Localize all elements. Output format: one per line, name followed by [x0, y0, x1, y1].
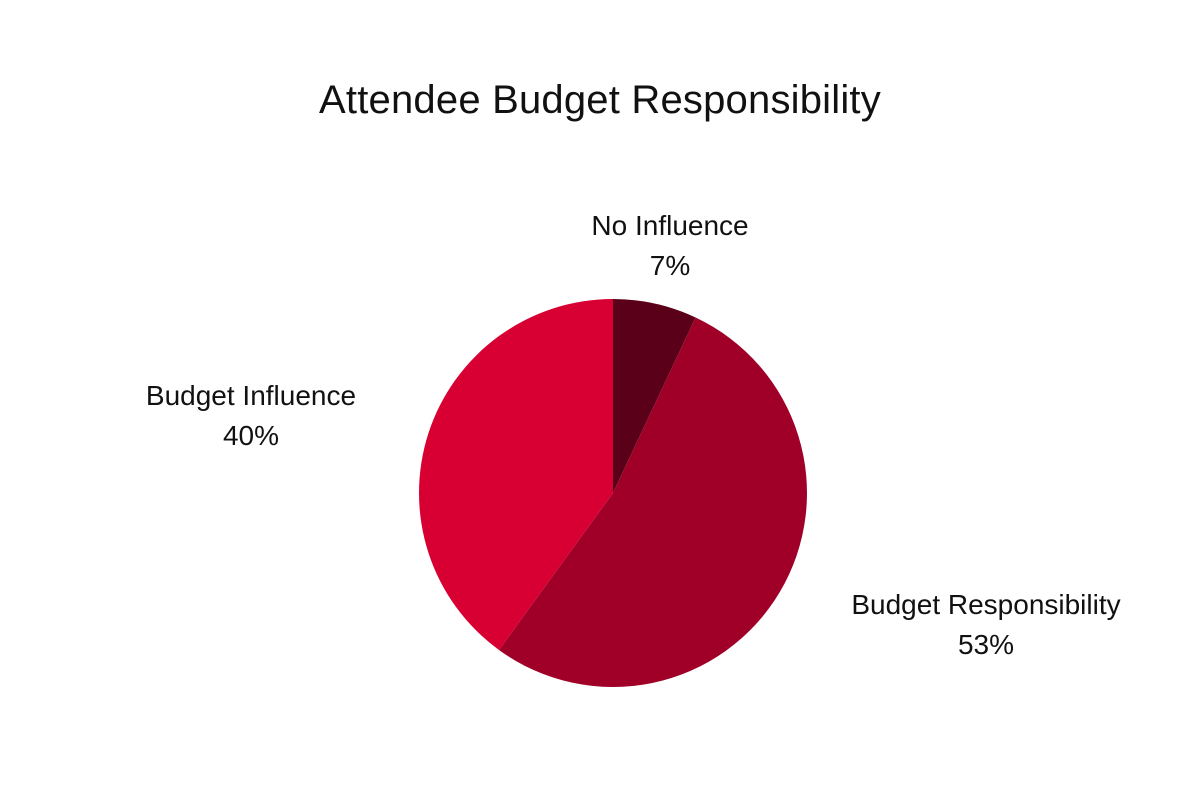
slice-value-no-influence: 7%	[649, 250, 691, 281]
slice-value-budget-responsibility: 53%	[957, 629, 1015, 660]
slice-label-no-influence: No Influence 7%	[540, 206, 800, 286]
pie-slice-budget-influence	[418, 299, 613, 650]
slice-value-budget-influence: 40%	[222, 420, 280, 451]
pie-slice-budget-responsibility	[498, 317, 807, 687]
slice-name-budget-responsibility: Budget Responsibility	[851, 589, 1121, 620]
chart-title: Attendee Budget Responsibility	[319, 78, 881, 122]
slice-label-budget-responsibility: Budget Responsibility 53%	[826, 585, 1146, 665]
slice-name-budget-influence: Budget Influence	[145, 380, 357, 411]
slice-name-no-influence: No Influence	[591, 210, 749, 241]
pie-slice-no-influence	[613, 299, 696, 493]
slice-label-budget-influence: Budget Influence 40%	[111, 376, 391, 456]
